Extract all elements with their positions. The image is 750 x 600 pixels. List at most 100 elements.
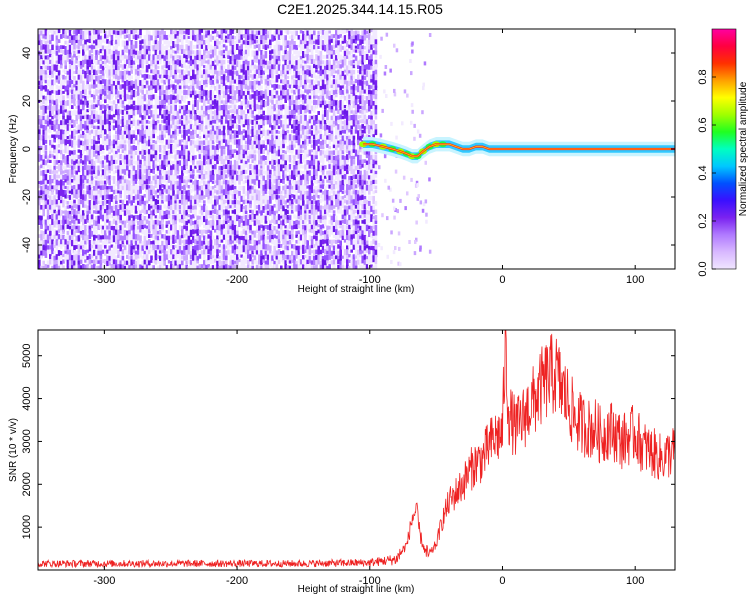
spectrogram-cell bbox=[49, 165, 52, 173]
spectrogram-cell bbox=[242, 114, 246, 119]
spectrogram-cell bbox=[154, 224, 158, 232]
spectrogram-cell bbox=[244, 44, 248, 49]
spectrogram-cell bbox=[277, 244, 281, 248]
spectrogram-cell bbox=[244, 34, 248, 42]
spectrogram-cell bbox=[99, 210, 103, 215]
spectrogram-cell bbox=[88, 149, 92, 157]
spectrogram-cell bbox=[200, 140, 204, 145]
spectrogram-cell bbox=[99, 180, 103, 185]
spectrogram-cell bbox=[68, 89, 72, 93]
spectrogram-cell bbox=[293, 100, 296, 104]
spectrogram-cell bbox=[240, 105, 243, 110]
spectrogram-cell bbox=[95, 265, 98, 269]
spectrogram-cell bbox=[205, 160, 208, 165]
spectrogram-cell bbox=[255, 250, 259, 255]
spectrogram-cell bbox=[115, 49, 118, 57]
spectrogram-cell bbox=[46, 79, 50, 86]
spectrogram-cell bbox=[216, 105, 219, 113]
spectrogram-cell bbox=[71, 220, 74, 224]
spectrogram-cell bbox=[293, 84, 296, 88]
spectrogram-cell bbox=[170, 109, 173, 114]
spectrogram-cell bbox=[203, 249, 206, 258]
spectrogram-cell bbox=[53, 114, 56, 119]
spectrogram-cell bbox=[82, 84, 85, 92]
spectrogram-cell bbox=[66, 160, 70, 167]
spectrogram-cell bbox=[42, 50, 45, 57]
spectrogram-cell bbox=[288, 170, 292, 178]
spectrogram-cell bbox=[209, 134, 213, 143]
spectrogram-cell bbox=[152, 175, 155, 183]
spectrogram-cell bbox=[251, 154, 254, 159]
spectrogram-cell bbox=[66, 149, 70, 155]
spectrogram-cell bbox=[88, 144, 92, 153]
spectrogram-cell bbox=[53, 260, 56, 269]
spectrogram-cell bbox=[73, 199, 76, 204]
spectrogram-cell bbox=[236, 35, 239, 40]
spectrogram-cell bbox=[66, 70, 70, 78]
spectrogram-cell bbox=[209, 244, 213, 253]
spectrogram-cell bbox=[42, 260, 45, 265]
spectrogram-cell bbox=[99, 244, 103, 252]
spectrogram-cell bbox=[134, 69, 138, 76]
spectrogram-cell bbox=[99, 174, 103, 182]
spectrogram-cell bbox=[218, 105, 221, 113]
spectrogram-cell bbox=[99, 120, 103, 128]
spectrogram-cell bbox=[93, 49, 96, 55]
spectrogram-cell bbox=[225, 199, 228, 204]
spectrogram-cell bbox=[192, 239, 195, 243]
spectrogram-cell bbox=[176, 50, 180, 54]
spectrogram-cell bbox=[82, 100, 85, 108]
spectrogram-cell bbox=[130, 85, 133, 91]
spectrogram-cell bbox=[240, 145, 243, 150]
spectrogram-cell bbox=[117, 154, 120, 161]
spectrogram-cell bbox=[236, 124, 239, 129]
spectrogram-cell bbox=[176, 59, 180, 67]
spectrogram-cell bbox=[57, 60, 61, 64]
spectrogram-cell bbox=[121, 179, 125, 185]
spectrogram-cell bbox=[229, 49, 232, 54]
spectrogram-cell bbox=[112, 85, 116, 93]
spectrogram-cell bbox=[148, 130, 151, 137]
spectrogram-cell bbox=[192, 35, 195, 41]
spectrogram-cell bbox=[161, 209, 164, 216]
spectrogram-cell bbox=[273, 49, 276, 57]
spectrogram-cell bbox=[71, 30, 74, 34]
spectrogram-cell bbox=[55, 224, 59, 228]
spectrogram-cell bbox=[139, 264, 142, 269]
spectrogram-cell bbox=[126, 49, 129, 53]
spectrogram-cell bbox=[86, 134, 89, 141]
spectrogram-cell bbox=[126, 140, 129, 144]
spectrogram-cell bbox=[112, 60, 116, 68]
spectrogram-cell bbox=[88, 220, 92, 225]
spectrogram-cell bbox=[286, 194, 290, 201]
spectrogram-cell bbox=[291, 244, 294, 249]
spectrogram-cell bbox=[38, 225, 41, 231]
spectrogram-cell bbox=[90, 94, 94, 98]
spectrogram-cell bbox=[101, 61, 105, 65]
spectrogram-cell bbox=[178, 150, 182, 158]
spectrogram-cell bbox=[82, 124, 85, 129]
spectrogram-cell bbox=[99, 74, 103, 80]
spectrogram-cell bbox=[214, 149, 217, 157]
spectrogram-cell bbox=[57, 34, 61, 39]
spectrogram-cell bbox=[291, 189, 294, 194]
spectrogram-cell bbox=[44, 194, 48, 202]
spectrogram-cell bbox=[150, 120, 153, 128]
spectrogram-cell bbox=[77, 199, 81, 206]
spectrogram-cell bbox=[79, 84, 83, 90]
spectrogram-cell bbox=[244, 210, 248, 215]
spectrogram-cell bbox=[77, 74, 81, 81]
spectrogram-cell bbox=[240, 69, 243, 73]
spectrogram-cell bbox=[115, 229, 118, 238]
spectrogram-cell bbox=[225, 230, 228, 236]
spectrogram-cell bbox=[262, 110, 265, 116]
spectrogram-cell bbox=[117, 204, 120, 209]
spectrogram-cell bbox=[222, 139, 226, 143]
spectrogram-cell bbox=[167, 34, 171, 38]
spectrogram-cell bbox=[148, 220, 151, 229]
spectrogram-cell bbox=[172, 144, 175, 153]
spectrogram-cell bbox=[156, 85, 160, 91]
spectrogram-cell bbox=[73, 94, 76, 100]
spectrogram-cell bbox=[95, 205, 98, 210]
spectrogram-cell bbox=[255, 175, 259, 184]
